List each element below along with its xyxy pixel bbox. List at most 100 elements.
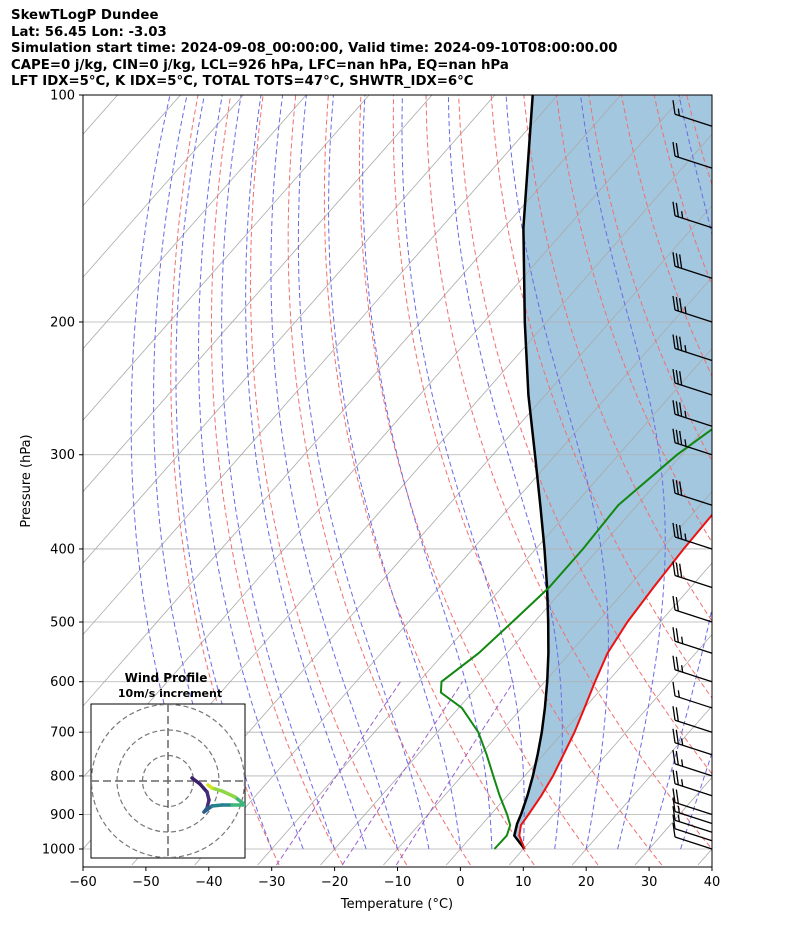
wind-barb-half-flag	[677, 805, 680, 813]
indices-line-2: LFT IDX=5°C, K IDX=5°C, TOTAL TOTS=47°C,…	[11, 74, 474, 89]
wind-barb-staff	[674, 215, 713, 229]
dewpoint-line	[439, 428, 712, 850]
wind-barb-staff	[674, 609, 713, 623]
wind-barb	[672, 201, 713, 229]
wind-barb-half-flag	[684, 533, 687, 541]
y-tick-label: 800	[50, 769, 75, 784]
wind-barb	[672, 479, 713, 506]
x-tick-label: −10	[384, 875, 411, 890]
dry-adiabat	[358, 95, 599, 866]
wind-barb-flag	[679, 402, 683, 417]
isotherm	[83, 95, 307, 350]
isotherm	[83, 95, 370, 421]
wind-barb-flag	[675, 202, 679, 217]
wind-barb-flag	[672, 681, 676, 697]
x-tick-label: −40	[195, 875, 222, 890]
time-line: Simulation start time: 2024-09-08_00:00:…	[11, 41, 618, 56]
dry-adiabat	[425, 95, 712, 850]
y-tick-label: 900	[50, 808, 75, 823]
wind-barb-flag	[672, 706, 676, 721]
location-line: Lat: 56.45 Lon: -3.03	[11, 24, 167, 40]
moist-adiabat	[580, 95, 666, 850]
wind-barb-staff	[674, 763, 713, 777]
wind-barb	[672, 295, 713, 323]
wind-barb-flag	[672, 595, 676, 611]
hodograph-segment	[198, 782, 209, 794]
dry-adiabat	[392, 95, 663, 866]
hodograph-segment	[233, 795, 245, 807]
mixing-ratio-line	[341, 681, 464, 866]
wind-barb-flag	[672, 797, 676, 812]
wind-barb	[672, 400, 713, 427]
wind-barb-flag	[672, 479, 676, 494]
moist-adiabat	[711, 847, 712, 849]
wind-barb-flag	[675, 370, 679, 385]
wind-barb	[672, 561, 713, 589]
dry-adiabat	[588, 95, 712, 463]
wind-barb-staff	[674, 669, 713, 683]
moist-adiabat	[297, 95, 430, 850]
isotherm	[83, 95, 433, 493]
x-tick-label: 20	[578, 875, 595, 890]
hodograph-segment	[220, 789, 237, 799]
moist-adiabat	[505, 95, 609, 850]
isotherm	[320, 419, 712, 866]
wind-barb	[672, 141, 713, 169]
wind-barb-half-flag	[681, 665, 684, 673]
wind-barb-flag	[679, 481, 683, 496]
wind-barb-half-flag	[677, 690, 680, 698]
wind-barb-flag	[679, 298, 683, 313]
wind-barb-flag	[672, 814, 676, 829]
wind-barb	[672, 749, 713, 777]
y-tick-label: 1000	[42, 843, 75, 858]
wind-barb-flag	[672, 400, 676, 415]
isotherm	[83, 95, 496, 564]
wind-barb-flag	[679, 336, 683, 351]
wind-barb-flag	[675, 335, 679, 350]
moist-adiabat	[245, 95, 367, 850]
wind-barb	[672, 334, 713, 362]
hodograph-plot	[91, 704, 245, 858]
wind-barb-half-flag	[681, 779, 684, 787]
wind-barb-flag	[672, 201, 676, 216]
y-tick-label: 500	[50, 616, 75, 631]
chart-header: SkewTLogP Dundee Lat: 56.45 Lon: -3.03 S…	[11, 8, 618, 91]
dry-adiabat	[752, 95, 794, 865]
moist-adiabat	[270, 95, 398, 850]
wind-barb	[672, 728, 713, 756]
wind-barb-flag	[675, 707, 679, 722]
wind-barb-flag	[672, 100, 676, 115]
wind-barb-flag	[675, 750, 679, 766]
wind-barb-flag	[675, 770, 679, 785]
wind-barb-flag	[675, 296, 679, 312]
isotherm	[83, 95, 244, 278]
wind-barb-staff	[674, 828, 713, 842]
wind-barb	[672, 806, 713, 833]
wind-barb-flag	[672, 769, 676, 784]
x-tick-label: −50	[132, 875, 159, 890]
wind-barb-half-flag	[684, 410, 687, 418]
wind-barb	[672, 788, 713, 816]
wind-barb-half-flag	[677, 108, 680, 116]
wind-barb-flag	[672, 822, 676, 838]
chart-title: SkewTLogP Dundee	[11, 8, 159, 23]
wind-barb-flag	[675, 143, 679, 158]
wind-barb	[672, 595, 713, 623]
dry-adiabat	[170, 95, 280, 866]
wind-barb-flag	[672, 141, 676, 157]
wind-barb-half-flag	[681, 759, 684, 767]
wind-barb-flag	[679, 371, 683, 386]
wind-barb-flag	[675, 562, 679, 577]
wind-barb-half-flag	[684, 306, 687, 314]
x-tick-label: 0	[456, 875, 464, 890]
wind-barb-staff	[674, 836, 713, 850]
x-axis-label: Temperature (°C)	[340, 897, 453, 912]
wind-barb	[672, 368, 713, 396]
moist-adiabat	[401, 95, 525, 850]
wind-barb-flag	[679, 254, 683, 269]
x-tick-label: 10	[515, 875, 532, 890]
y-tick-label: 300	[50, 448, 75, 463]
isotherm	[446, 562, 712, 866]
wind-barb-half-flag	[681, 211, 684, 219]
isotherm	[508, 633, 712, 866]
